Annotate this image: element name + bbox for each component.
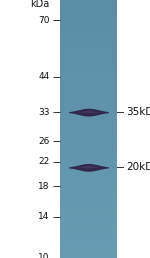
Text: 70: 70 [38, 16, 50, 25]
Text: 18: 18 [38, 182, 50, 191]
Text: 22: 22 [38, 157, 50, 166]
Text: kDa: kDa [30, 0, 50, 9]
Text: 14: 14 [38, 212, 50, 221]
Text: 33: 33 [38, 108, 50, 117]
Text: 44: 44 [38, 72, 50, 82]
Text: 10: 10 [38, 254, 50, 258]
Text: 20kDa: 20kDa [126, 162, 150, 172]
Text: 35kDa: 35kDa [126, 107, 150, 117]
Text: 26: 26 [38, 137, 50, 146]
